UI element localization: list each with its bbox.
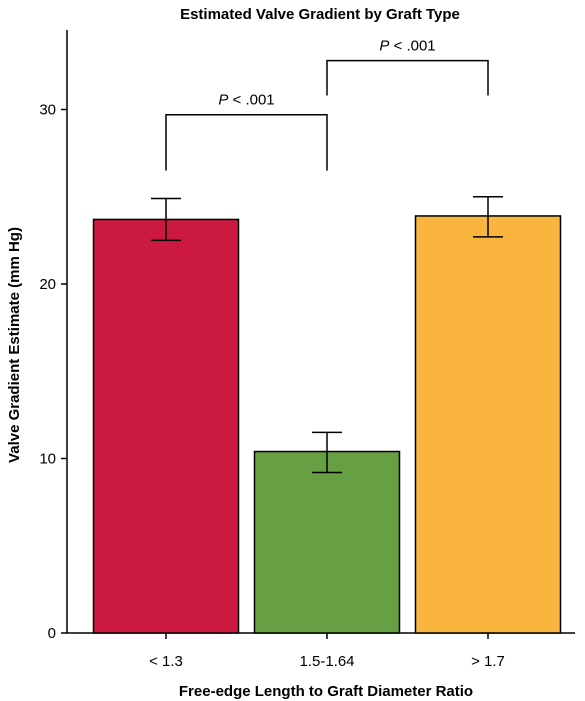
y-tick-label: 20 [39,276,56,293]
x-tick-label: < 1.3 [149,653,183,670]
bar [92,218,240,634]
p-symbol: P [218,92,228,109]
y-axis-label: Valve Gradient Estimate (mm Hg) [6,227,23,463]
p-value-text: < .001 [389,38,435,55]
y-tick-label: 10 [39,451,56,468]
x-tick-label: 1.5-1.64 [299,653,354,670]
chart-title: Estimated Valve Gradient by Graft Type [180,6,460,23]
y-tick-label: 30 [39,102,56,119]
significance-label: P < .001 [379,38,435,55]
y-tick-label: 0 [48,625,56,642]
bar [253,450,401,634]
significance-label: P < .001 [218,92,274,109]
x-tick-label: > 1.7 [471,653,505,670]
significance-bracket [165,113,328,171]
bar [414,215,562,634]
p-symbol: P [379,38,389,55]
significance-bracket [326,59,489,96]
x-axis-label: Free-edge Length to Graft Diameter Ratio [179,683,473,700]
p-value-text: < .001 [228,92,274,109]
